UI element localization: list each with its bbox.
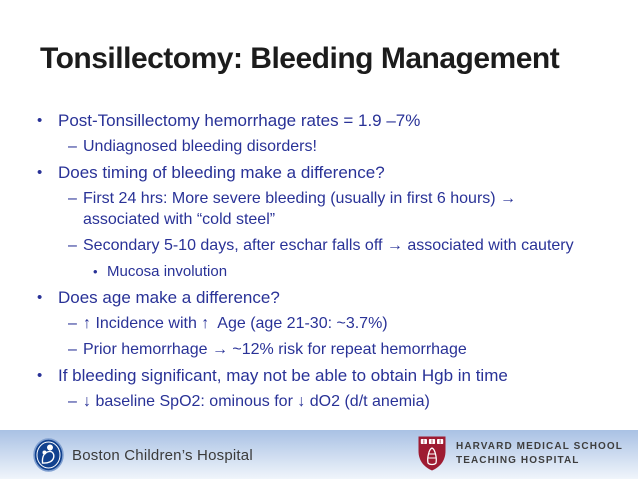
boston-childrens-logo: Boston Children’s Hospital (33, 438, 253, 472)
bullet-marker: – (68, 237, 77, 254)
harvard-logo: HARVARD MEDICAL SCHOOL TEACHING HOSPITAL (417, 435, 623, 472)
harvard-shield-icon (417, 435, 447, 472)
bullet-text: Does timing of bleeding make a differenc… (58, 163, 385, 182)
bullet-item: – Prior hemorrhage → ~12% risk for repea… (68, 339, 622, 360)
bullet-marker: • (37, 112, 43, 129)
bullet-item: • Mucosa involution (93, 261, 622, 282)
bullet-item: • Does timing of bleeding make a differe… (37, 162, 622, 183)
bullet-item: – First 24 hrs: More severe bleeding (us… (68, 188, 622, 230)
bullet-text: Prior hemorrhage → ~12% risk for repeat … (83, 341, 467, 358)
bullet-marker: – (68, 393, 77, 410)
boston-childrens-label: Boston Children’s Hospital (72, 446, 253, 464)
bullet-marker: – (68, 341, 77, 358)
footer-band: Boston Children’s Hospital (0, 430, 638, 479)
bullet-text: Secondary 5-10 days, after eschar falls … (83, 237, 574, 254)
harvard-label-line1: HARVARD MEDICAL SCHOOL (456, 440, 623, 452)
bullet-item: – ↓ baseline SpO2: ominous for ↓ dO2 (d/… (68, 391, 622, 412)
harvard-label: HARVARD MEDICAL SCHOOL TEACHING HOSPITAL (456, 440, 623, 468)
bullet-item: – Secondary 5-10 days, after eschar fall… (68, 235, 622, 256)
slide-title: Tonsillectomy: Bleeding Management (40, 42, 560, 75)
bullet-text: ↓ baseline SpO2: ominous for ↓ dO2 (d/t … (83, 393, 430, 410)
bullet-text: If bleeding significant, may not be able… (58, 366, 508, 385)
bullet-text: Does age make a difference? (58, 288, 280, 307)
bullet-text: Mucosa involution (107, 263, 228, 280)
bullet-text: Undiagnosed bleeding disorders! (83, 138, 317, 155)
bullet-marker: • (93, 264, 98, 279)
bullet-marker: • (37, 289, 43, 306)
bullet-marker: – (68, 138, 77, 155)
bullet-marker: – (68, 190, 77, 207)
bullet-text: Post-Tonsillectomy hemorrhage rates = 1.… (58, 111, 421, 130)
bullet-marker: • (37, 164, 43, 181)
bullet-text: ↑ Incidence with ↑ Age (age 21-30: ~3.7%… (83, 315, 388, 332)
bullet-list: • Post-Tonsillectomy hemorrhage rates = … (37, 110, 622, 417)
bullet-marker: – (68, 315, 77, 332)
bullet-item: • Post-Tonsillectomy hemorrhage rates = … (37, 110, 622, 131)
bullet-item: – Undiagnosed bleeding disorders! (68, 136, 622, 157)
harvard-label-line2: TEACHING HOSPITAL (456, 454, 580, 466)
bullet-item: • Does age make a difference? (37, 287, 622, 308)
bullet-marker: • (37, 367, 43, 384)
boston-childrens-hospital-icon (33, 438, 64, 472)
bullet-text: First 24 hrs: More severe bleeding (usua… (83, 190, 517, 228)
bullet-item: – ↑ Incidence with ↑ Age (age 21-30: ~3.… (68, 313, 622, 334)
bullet-item: • If bleeding significant, may not be ab… (37, 365, 622, 386)
